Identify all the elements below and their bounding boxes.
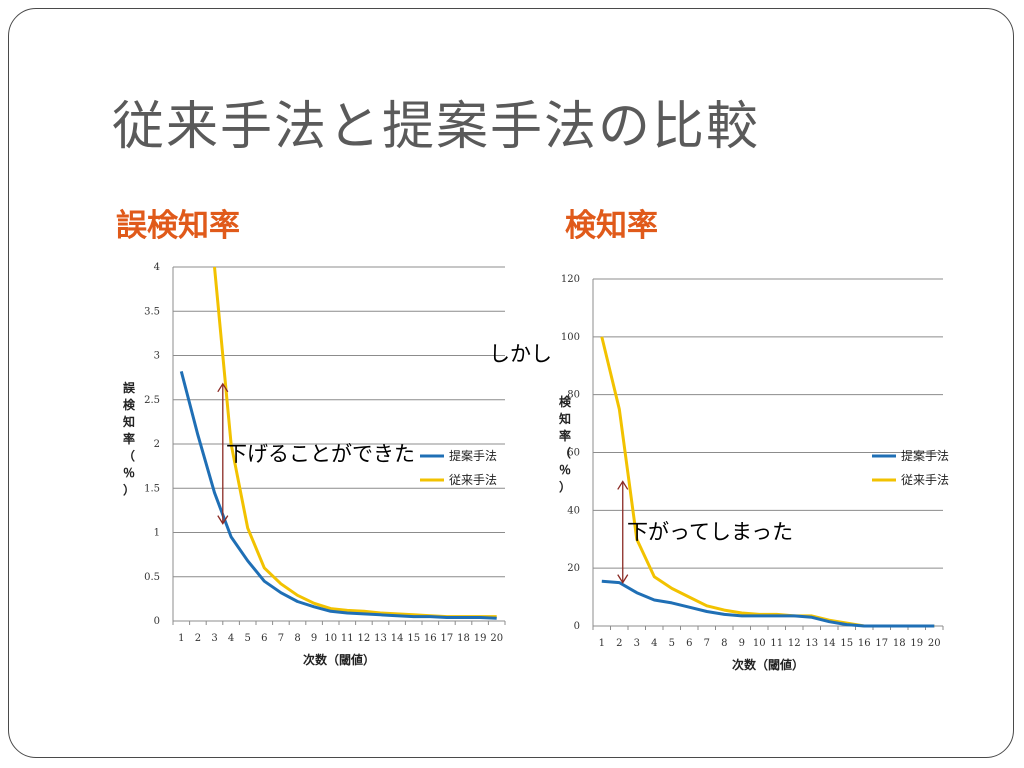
y-tick-label: 0.5 [144,572,160,583]
x-tick-label: 1 [599,638,605,649]
y-tick-label: 20 [567,563,580,574]
legend-label-conventional: 従来手法 [449,473,497,487]
annotation-arrowhead-bottom [217,515,229,525]
x-tick-label: 19 [910,638,923,649]
x-tick-label: 17 [875,638,888,649]
slide-frame [8,8,1014,758]
y-tick-label: 3.5 [144,306,160,317]
y-tick-label: 0 [574,621,580,632]
x-tick-label: 16 [858,638,871,649]
annotation-middle: しかし [489,342,552,366]
x-tick-label: 6 [261,633,267,644]
legend-label-proposed: 提案手法 [449,448,497,463]
x-tick-label: 2 [616,638,622,649]
x-tick-label: 20 [490,633,503,644]
x-tick-label: 12 [358,633,371,644]
x-tick-label: 18 [457,633,470,644]
slide-title: 従来手法と提案手法の比較 [112,97,761,157]
x-tick-label: 18 [893,638,906,649]
x-tick-label: 11 [341,633,354,644]
y-axis-title: 誤検知率（％） [122,380,136,497]
y-tick-label: 60 [567,448,580,459]
x-tick-label: 19 [474,633,487,644]
x-tick-label: 5 [669,638,675,649]
x-tick-label: 10 [324,633,337,644]
x-tick-label: 14 [823,638,836,649]
series-line-proposed [179,371,497,620]
x-axis-title: 次数（閾値） [303,652,375,667]
y-tick-label: 4 [154,262,160,273]
y-tick-label: 3 [154,351,160,362]
x-tick-label: 15 [407,633,420,644]
x-tick-label: 10 [753,638,766,649]
x-tick-label: 6 [686,638,692,649]
y-tick-label: 2.5 [144,395,160,406]
y-tick-label: 2 [154,439,160,450]
annotation-right: 下がってしまった [627,520,794,544]
chart-heading-false-positive: 誤検知率 [116,208,240,244]
y-tick-label: 1.5 [144,483,160,494]
x-tick-label: 8 [721,638,727,649]
y-tick-label: 120 [561,274,580,285]
x-tick-label: 12 [788,638,801,649]
x-tick-label: 3 [211,633,217,644]
chart-1: 00.511.522.533.541 2 3 4 5 6 7 8 9 10 11 12 13 14 15 16… [122,262,506,667]
x-tick-label: 13 [374,633,387,644]
x-tick-label: 17 [441,633,454,644]
x-tick-label: 16 [424,633,437,644]
annotation-arrowhead-top [217,382,229,393]
series-line-proposed [601,579,935,628]
x-tick-label: 13 [805,638,818,649]
x-tick-label: 1 [178,633,184,644]
y-tick-label: 100 [561,332,580,343]
x-tick-label: 2 [195,633,201,644]
y-axis-title: 検知率（％） [558,394,572,494]
legend-label-conventional: 従来手法 [901,473,949,487]
y-tick-label: 1 [154,528,160,539]
x-tick-label: 11 [770,638,783,649]
x-tick-label: 4 [651,638,657,649]
chart-heading-detection: 検知率 [565,208,658,244]
y-tick-label: 80 [567,390,580,401]
x-axis-title: 次数（閾値） [732,657,804,672]
legend-label-proposed: 提案手法 [901,448,949,463]
x-tick-label: 9 [739,638,745,649]
x-tick-label: 3 [634,638,640,649]
annotation-left: 下げることができた [226,442,415,466]
x-tick-label: 20 [928,638,941,649]
x-tick-label: 9 [311,633,317,644]
x-tick-label: 14 [391,633,404,644]
x-tick-label: 8 [294,633,300,644]
x-tick-label: 7 [704,638,710,649]
y-tick-label: 40 [567,505,580,516]
x-tick-label: 7 [278,633,284,644]
y-tick-label: 0 [154,616,160,627]
annotation-arrowhead-bottom [617,574,629,584]
annotation-arrowhead-top [617,480,629,490]
x-tick-label: 4 [228,633,234,644]
x-tick-label: 5 [245,633,251,644]
x-tick-label: 15 [840,638,853,649]
